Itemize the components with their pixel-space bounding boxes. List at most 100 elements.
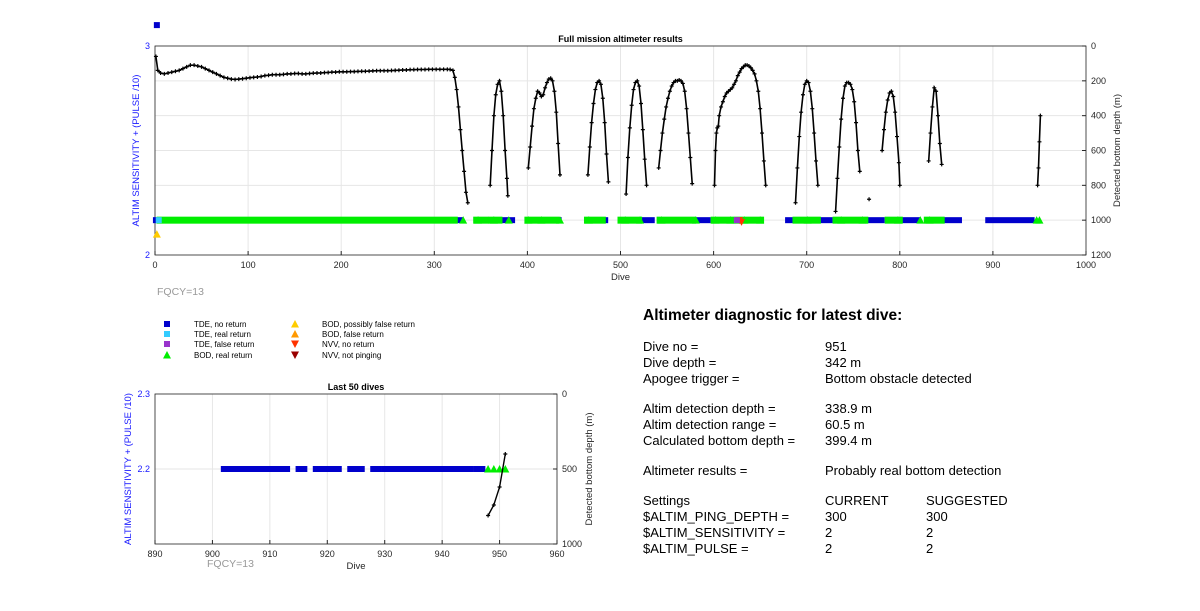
no-return-marker (410, 466, 417, 472)
bottom-depth-point (363, 69, 368, 74)
bottom-depth-point (491, 503, 496, 507)
legend-item: TDE, no return (164, 320, 246, 329)
right-tick-label: 200 (1091, 76, 1106, 86)
bottom-depth-point (585, 172, 590, 177)
dive-depth-value: 342 m (825, 355, 862, 370)
bottom-return-marker (893, 216, 902, 224)
bottom-depth-point (644, 183, 649, 188)
x-tick-label: 100 (241, 260, 256, 270)
no-return-marker (358, 466, 365, 472)
bottom-depth-point (499, 89, 504, 94)
x-tick-label: 960 (549, 549, 564, 559)
bottom-depth-point (833, 209, 838, 214)
row-settings-header: Settings CURRENT SUGGESTED (643, 493, 1163, 509)
bottom-depth-point (624, 192, 629, 197)
bottom-depth-point (883, 110, 888, 115)
sensitivity-label: $ALTIM_SENSITIVITY = (643, 525, 786, 540)
row-dive-no: Dive no = 951 (643, 339, 1163, 355)
bottom-depth-point (385, 68, 390, 73)
sensitivity-current: 2 (825, 525, 833, 540)
current-label: CURRENT (825, 493, 889, 508)
bottom-depth-point (812, 131, 817, 136)
no-return-marker (220, 466, 227, 472)
detect-range-label: Altim detection range = (643, 417, 777, 432)
bottom-depth-point (848, 82, 853, 87)
bottom-depth-point (266, 73, 271, 78)
right-axis-label: Detected bottom depth (m) (584, 413, 595, 526)
bottom-depth-point (491, 113, 496, 118)
bottom-depth-point (690, 181, 695, 186)
bottom-return-band (583, 216, 606, 224)
no-return-marker-band (785, 217, 793, 224)
bottom-depth-point (192, 63, 197, 68)
bottom-depth-point (486, 513, 491, 518)
bottom-depth-point (505, 193, 510, 198)
bottom-depth-point (221, 75, 226, 80)
bottom-depth-line (487, 453, 506, 516)
no-return-marker (473, 466, 480, 472)
bottom-depth-point (262, 73, 267, 78)
results-label: Altimeter results = (643, 463, 748, 478)
bottom-depth-point (629, 103, 634, 108)
pulse-label: $ALTIM_PULSE = (643, 541, 749, 556)
left-tick-label: 2.3 (137, 389, 150, 399)
bottom-depth-point (274, 72, 279, 77)
x-tick-label: 500 (613, 260, 628, 270)
legend-item: NVV, not pinging (291, 351, 381, 360)
right-axis-label: Detected bottom depth (m) (1112, 94, 1123, 207)
legend-item: TDE, real return (164, 330, 251, 339)
bottom-return-band (656, 216, 697, 224)
bottom-depth-point (188, 63, 193, 68)
bottom-return-marker (584, 216, 593, 224)
bottom-depth-point (318, 70, 323, 75)
bottom-depth-point (587, 145, 592, 150)
bottom-depth-point (850, 87, 855, 92)
legend-label: BOD, false return (322, 330, 384, 339)
bottom-depth-point (815, 183, 820, 188)
bottom-depth-point (802, 82, 807, 87)
bottom-depth-point (937, 141, 942, 146)
bottom-depth-point (322, 70, 327, 75)
bottom-depth-point (426, 67, 431, 72)
x-tick-label: 900 (205, 549, 220, 559)
legend-item: BOD, false return (291, 330, 384, 339)
bottom-depth-point (541, 92, 546, 97)
bottom-depth-point (1038, 113, 1043, 118)
x-tick-label: 950 (492, 549, 507, 559)
bottom-depth-point (854, 120, 859, 125)
bottom-depth-point (488, 183, 493, 188)
bottom-depth-point (895, 134, 900, 139)
row-results: Altimeter results = Probably real bottom… (643, 463, 1163, 479)
bottom-return-marker (489, 216, 498, 224)
bottom-depth-point (656, 165, 661, 170)
bottom-depth-point (465, 200, 470, 205)
bottom-depth-point (300, 71, 305, 76)
bottom-depth-point (660, 131, 665, 136)
bottom-depth-point (552, 89, 557, 94)
bottom-depth-point (808, 89, 813, 94)
bottom-depth-point (928, 131, 933, 136)
sensitivity-suggested: 2 (926, 525, 934, 540)
legend-square-icon (164, 341, 170, 347)
bottom-depth-point (664, 104, 669, 109)
bottom-depth-point (367, 69, 372, 74)
bottom-depth-point (638, 101, 643, 106)
bottom-depth-point (537, 91, 542, 96)
bottom-depth-point (382, 68, 387, 73)
bottom-depth-point (530, 124, 535, 129)
row-detect-range: Altim detection range = 60.5 m (643, 417, 1163, 433)
no-return-marker-band (691, 217, 711, 224)
bottom-depth-point (180, 66, 185, 71)
legend-square-icon (164, 331, 170, 337)
legend-square-icon (164, 321, 170, 327)
bottom-depth-point (378, 68, 383, 73)
no-return-marker (421, 466, 428, 472)
bottom-return-marker (484, 465, 493, 473)
bottom-depth-point (490, 148, 495, 153)
legend-label: NVV, not pinging (322, 351, 381, 360)
bottom-depth-point (408, 67, 413, 72)
bottom-depth-point (454, 87, 459, 92)
bottom-depth-point (557, 172, 562, 177)
bottom-return-marker (657, 216, 666, 224)
